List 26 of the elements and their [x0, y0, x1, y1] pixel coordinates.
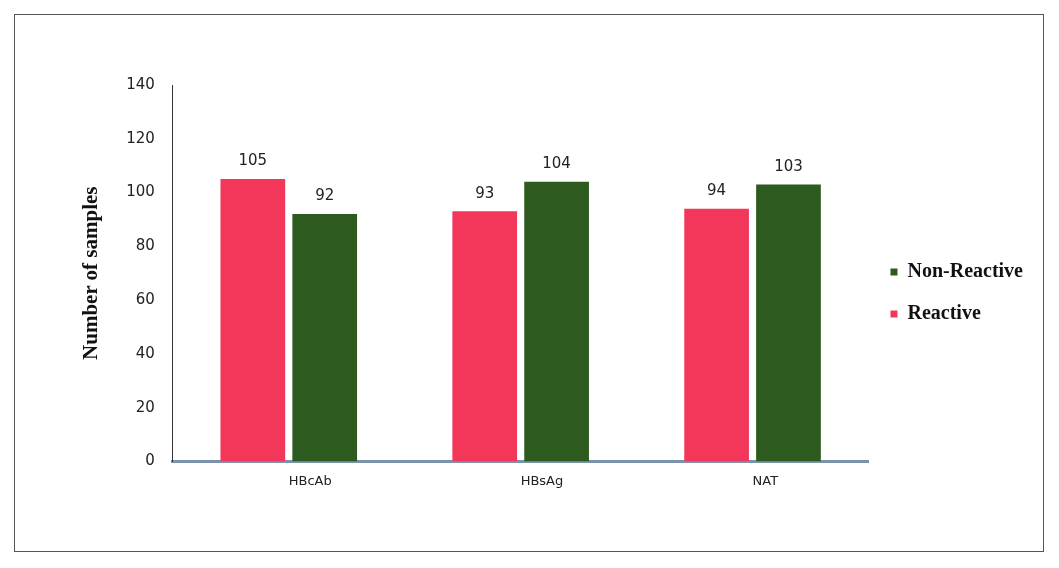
data-label: 104	[542, 154, 571, 173]
x-tick-label: NAT	[752, 472, 779, 488]
legend-label: Non-Reactive	[907, 259, 1024, 282]
y-axis-title: Number of samples	[78, 186, 103, 360]
bar	[292, 214, 358, 462]
data-label: 93	[475, 183, 495, 202]
bar	[220, 179, 286, 462]
y-tick-label: 100	[126, 182, 155, 201]
y-tick-label: 0	[145, 451, 155, 470]
legend-label: Reactive	[907, 301, 981, 324]
x-tick-label: HBsAg	[520, 472, 564, 488]
data-label: 105	[238, 151, 268, 170]
bar	[524, 181, 589, 462]
y-tick-label: 20	[135, 397, 155, 416]
x-tick-label: HBcAb	[288, 472, 332, 488]
data-label: 103	[774, 156, 803, 175]
bar	[452, 211, 518, 462]
data-label: 92	[315, 186, 335, 205]
y-tick-label: 80	[135, 236, 155, 255]
data-label: 94	[707, 181, 727, 200]
y-tick-label: 40	[135, 343, 155, 362]
y-tick-label: 120	[126, 128, 155, 147]
y-tick-label: 60	[135, 289, 155, 308]
bar	[756, 184, 821, 462]
y-tick-label: 140	[126, 74, 155, 93]
bar	[684, 208, 749, 462]
